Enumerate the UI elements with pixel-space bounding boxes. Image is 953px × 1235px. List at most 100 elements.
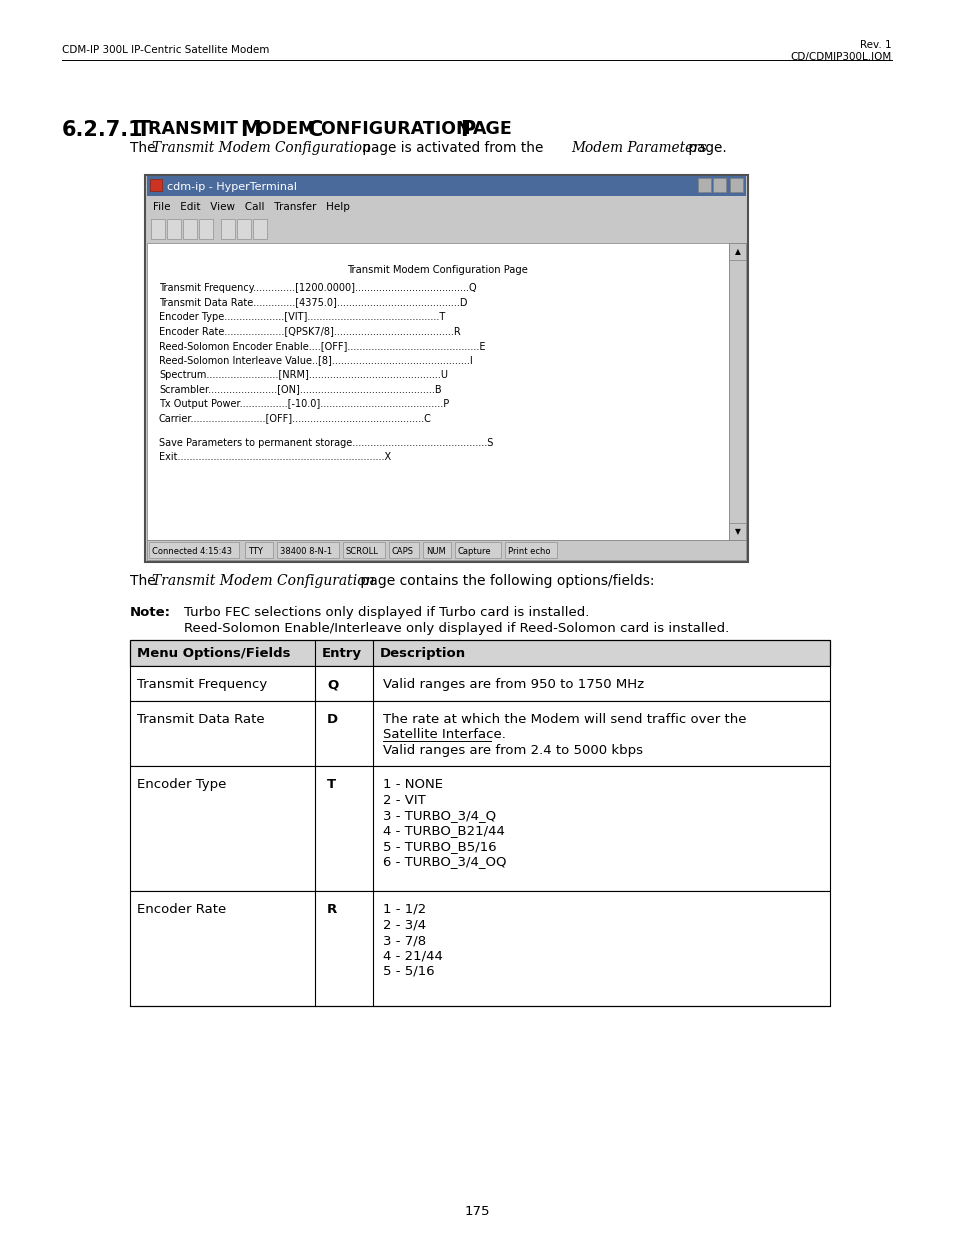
Text: Encoder Rate....................[QPSK7/8].......................................: Encoder Rate....................[QPSK7/8… (159, 326, 460, 336)
Text: TTY: TTY (248, 547, 263, 557)
Text: Spectrum........................[NRM]...........................................: Spectrum........................[NRM]...… (159, 370, 448, 380)
Bar (343, 542, 385, 558)
Text: Exit.....................................................................X: Exit....................................… (159, 452, 391, 462)
Bar (455, 542, 500, 558)
Text: Transmit Modem Configuration Page: Transmit Modem Configuration Page (347, 266, 528, 275)
Bar (149, 542, 239, 558)
Text: Rev. 1: Rev. 1 (860, 40, 891, 49)
Text: 4 - 21/44: 4 - 21/44 (382, 950, 442, 962)
Text: Reed-Solomon Interleave Value..[8]..............................................: Reed-Solomon Interleave Value..[8]......… (159, 356, 473, 366)
Bar (130, 890, 829, 1007)
Text: The rate at which the Modem will send traffic over the: The rate at which the Modem will send tr… (382, 713, 745, 726)
Text: Encoder Type: Encoder Type (137, 778, 226, 790)
Text: Modem Parameters: Modem Parameters (571, 141, 706, 156)
Text: D: D (327, 713, 337, 726)
Text: Q: Q (327, 678, 338, 692)
Text: 3 - TURBO_3/4_Q: 3 - TURBO_3/4_Q (382, 809, 496, 823)
Text: NUM: NUM (426, 547, 445, 557)
Text: CD/CDMIP300L.IOM: CD/CDMIP300L.IOM (790, 52, 891, 62)
Text: 6 - TURBO_3/4_OQ: 6 - TURBO_3/4_OQ (382, 856, 506, 868)
Bar (729, 178, 742, 191)
Text: T: T (327, 778, 335, 790)
Text: 1 - NONE: 1 - NONE (382, 778, 442, 790)
Text: Capture: Capture (457, 547, 491, 557)
Bar (147, 243, 728, 540)
Text: P: P (459, 120, 475, 140)
Bar (698, 178, 710, 191)
Text: M: M (240, 120, 260, 140)
Bar (151, 219, 165, 240)
Text: Scrambler.......................[ON]............................................: Scrambler.......................[ON]....… (159, 384, 441, 394)
Text: Transmit Frequency..............[1200.0000].....................................: Transmit Frequency..............[1200.00… (159, 283, 476, 293)
Bar (245, 542, 273, 558)
Text: Encoder Type....................[VIT]...........................................: Encoder Type....................[VIT]...… (159, 312, 445, 322)
Text: RANSMIT: RANSMIT (148, 120, 244, 138)
Text: Note:: Note: (130, 606, 171, 619)
Bar (422, 542, 451, 558)
Bar (167, 219, 181, 240)
Text: ONFIGURATION: ONFIGURATION (320, 120, 476, 138)
Text: The: The (130, 574, 160, 588)
Text: 2 - VIT: 2 - VIT (382, 794, 425, 806)
Text: page.: page. (683, 141, 726, 156)
Text: 38400 8-N-1: 38400 8-N-1 (280, 547, 332, 557)
Text: ODEM: ODEM (256, 120, 321, 138)
Text: Tx Output Power................[-10.0].........................................P: Tx Output Power................[-10.0]..… (159, 399, 449, 409)
Text: Transmit Data Rate..............[4375.0]........................................: Transmit Data Rate..............[4375.0]… (159, 298, 467, 308)
Bar (130, 666, 829, 701)
Bar (183, 219, 196, 240)
Text: Transmit Modem Configuration: Transmit Modem Configuration (152, 574, 375, 588)
Text: 5 - 5/16: 5 - 5/16 (382, 965, 435, 978)
Bar (728, 243, 745, 261)
Text: Encoder Rate: Encoder Rate (137, 903, 226, 916)
Text: CDM-IP 300L IP-Centric Satellite Modem: CDM-IP 300L IP-Centric Satellite Modem (62, 44, 269, 56)
Text: ▼: ▼ (734, 527, 740, 536)
Text: Menu Options/Fields: Menu Options/Fields (137, 647, 291, 661)
Text: Valid ranges are from 950 to 1750 MHz: Valid ranges are from 950 to 1750 MHz (382, 678, 643, 692)
Text: 6.2.7.1: 6.2.7.1 (62, 120, 144, 140)
Text: SCROLL: SCROLL (346, 547, 378, 557)
Bar (504, 542, 557, 558)
Text: Transmit Data Rate: Transmit Data Rate (137, 713, 264, 726)
Text: 1 - 1/2: 1 - 1/2 (382, 903, 426, 916)
Text: CAPS: CAPS (392, 547, 414, 557)
Text: Print echo: Print echo (507, 547, 550, 557)
Bar (130, 701, 829, 766)
Text: Transmit Modem Configuration: Transmit Modem Configuration (152, 141, 371, 156)
Text: T: T (122, 120, 151, 140)
Text: C: C (308, 120, 323, 140)
Bar (276, 542, 338, 558)
Text: The: The (130, 141, 160, 156)
Bar (389, 542, 418, 558)
Bar (147, 216, 745, 242)
Text: 175: 175 (464, 1205, 489, 1218)
Text: Description: Description (379, 647, 466, 661)
Bar (147, 177, 745, 196)
Bar (130, 640, 829, 666)
Text: Valid ranges are from 2.4 to 5000 kbps: Valid ranges are from 2.4 to 5000 kbps (382, 743, 642, 757)
Text: Transmit Frequency: Transmit Frequency (137, 678, 267, 692)
Text: 4 - TURBO_B21/44: 4 - TURBO_B21/44 (382, 825, 504, 837)
Text: page contains the following options/fields:: page contains the following options/fiel… (355, 574, 654, 588)
Text: 3 - 7/8: 3 - 7/8 (382, 934, 426, 947)
Bar (712, 178, 725, 191)
Bar (147, 198, 745, 215)
Text: AGE: AGE (473, 120, 512, 138)
Bar (221, 219, 234, 240)
Text: page is activated from the: page is activated from the (357, 141, 547, 156)
Bar (253, 219, 267, 240)
Text: Reed-Solomon Enable/Interleave only displayed if Reed-Solomon card is installed.: Reed-Solomon Enable/Interleave only disp… (184, 622, 728, 635)
Text: 2 - 3/4: 2 - 3/4 (382, 919, 426, 931)
Text: ▲: ▲ (734, 247, 740, 256)
Bar (145, 175, 747, 562)
Text: Entry: Entry (322, 647, 361, 661)
Text: Carrier.........................[OFF]...........................................: Carrier.........................[OFF]...… (159, 414, 432, 424)
Bar (728, 243, 745, 540)
Text: File   Edit   View   Call   Transfer   Help: File Edit View Call Transfer Help (152, 203, 350, 212)
Text: cdm-ip - HyperTerminal: cdm-ip - HyperTerminal (167, 182, 296, 191)
Bar (150, 179, 162, 191)
Bar (236, 219, 251, 240)
Text: Turbo FEC selections only displayed if Turbo card is installed.: Turbo FEC selections only displayed if T… (184, 606, 589, 619)
Bar (147, 540, 745, 559)
Text: R: R (327, 903, 337, 916)
